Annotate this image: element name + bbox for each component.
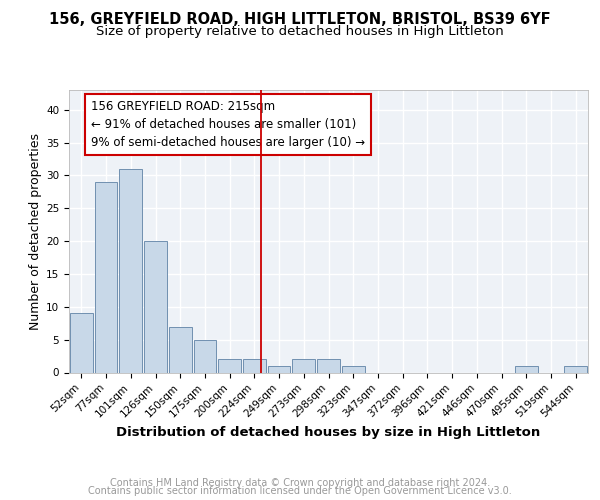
Bar	[317, 360, 340, 372]
Bar	[218, 360, 241, 372]
Bar	[194, 340, 216, 372]
Y-axis label: Number of detached properties: Number of detached properties	[29, 132, 42, 330]
Text: Contains HM Land Registry data © Crown copyright and database right 2024.: Contains HM Land Registry data © Crown c…	[110, 478, 490, 488]
Bar	[342, 366, 365, 372]
Text: 156, GREYFIELD ROAD, HIGH LITTLETON, BRISTOL, BS39 6YF: 156, GREYFIELD ROAD, HIGH LITTLETON, BRI…	[49, 12, 551, 28]
Bar	[119, 169, 142, 372]
Bar	[95, 182, 118, 372]
Text: 156 GREYFIELD ROAD: 215sqm
← 91% of detached houses are smaller (101)
9% of semi: 156 GREYFIELD ROAD: 215sqm ← 91% of deta…	[91, 100, 365, 149]
Bar	[515, 366, 538, 372]
Bar	[243, 360, 266, 372]
Bar	[292, 360, 315, 372]
Bar	[169, 326, 191, 372]
Bar	[564, 366, 587, 372]
Text: Contains public sector information licensed under the Open Government Licence v3: Contains public sector information licen…	[88, 486, 512, 496]
Text: Size of property relative to detached houses in High Littleton: Size of property relative to detached ho…	[96, 25, 504, 38]
Bar	[70, 314, 93, 372]
Bar	[144, 241, 167, 372]
X-axis label: Distribution of detached houses by size in High Littleton: Distribution of detached houses by size …	[116, 426, 541, 439]
Bar	[268, 366, 290, 372]
